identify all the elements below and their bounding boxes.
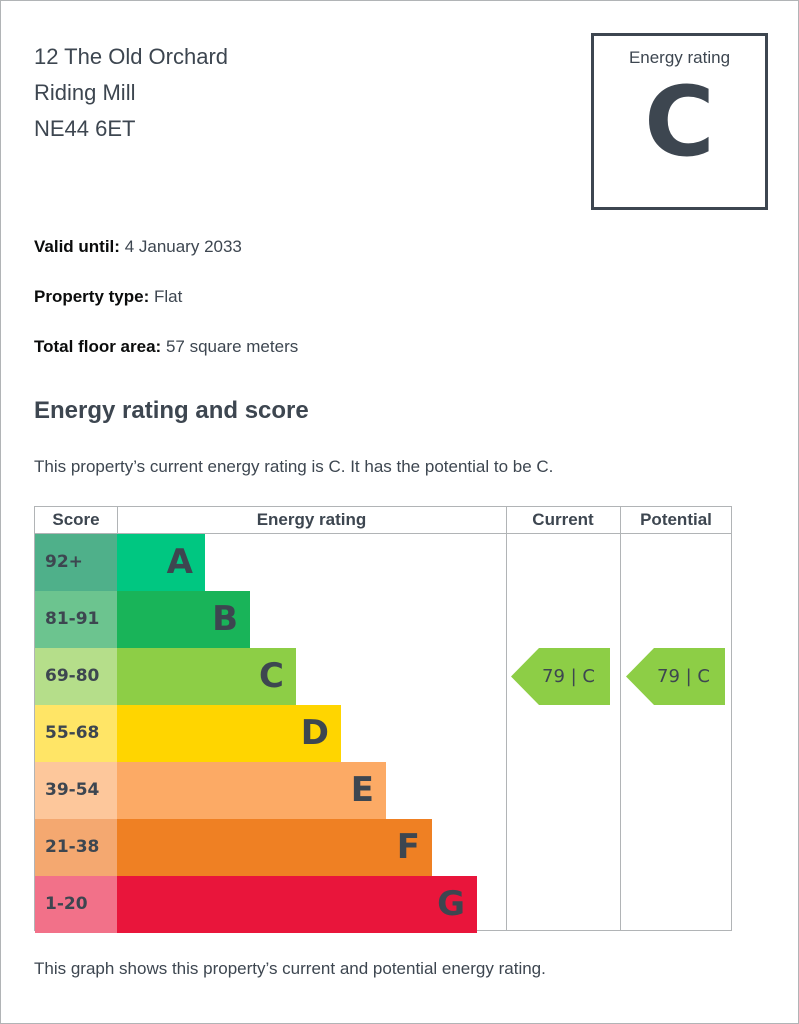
energy-rating-box: Energy rating C (591, 33, 768, 210)
header-energy-rating: Energy rating (256, 510, 367, 529)
energy-rating-letter: C (644, 66, 715, 178)
floor-area: Total floor area: 57 square meters (34, 337, 298, 357)
address-line-1: 12 The Old Orchard (34, 44, 229, 69)
potential-arrow-shape (626, 648, 725, 705)
band-score-a: 92+ (35, 534, 117, 591)
band-score-e: 39-54 (35, 762, 117, 819)
band-score-f: 21-38 (35, 819, 117, 876)
column-divider-potential (620, 507, 621, 930)
header-potential: Potential (640, 510, 712, 529)
valid-until-value: 4 January 2033 (124, 237, 242, 256)
band-bar-e: E (117, 762, 386, 819)
property-type-label: Property type: (34, 287, 150, 306)
property-address: 12 The Old Orchard Riding Mill NE44 6ET (34, 39, 228, 147)
potential-rating-arrow: 79 | C (626, 648, 725, 705)
current-rating-arrow: 79 | C (511, 648, 610, 705)
valid-until: Valid until: 4 January 2033 (34, 237, 242, 257)
band-bar-d: D (117, 705, 341, 762)
floor-area-value: 57 square meters (165, 337, 299, 356)
band-score-c: 69-80 (35, 648, 117, 705)
band-score-b: 81-91 (35, 591, 117, 648)
header-current: Current (532, 510, 594, 529)
band-bar-a: A (117, 534, 205, 591)
band-score-g: 1-20 (35, 876, 117, 933)
address-line-3: NE44 6ET (34, 116, 136, 141)
energy-rating-graph: Score Energy rating Current Potential 92… (34, 506, 732, 933)
column-divider-current (506, 507, 507, 930)
energy-rating-label: Energy rating (628, 48, 731, 67)
graph-footnote: This graph shows this property’s current… (34, 959, 546, 978)
valid-until-label: Valid until: (34, 237, 120, 256)
potential-rating-label: 79 | C (657, 666, 710, 687)
header-score: Score (52, 510, 100, 529)
band-bar-b: B (117, 591, 250, 648)
property-type: Property type: Flat (34, 287, 182, 307)
current-rating-label: 79 | C (542, 666, 595, 687)
band-bar-c: C (117, 648, 296, 705)
section-title: Energy rating and score (34, 397, 309, 424)
address-line-2: Riding Mill (34, 80, 136, 105)
floor-area-label: Total floor area: (34, 337, 162, 356)
band-bar-g: G (117, 876, 477, 933)
current-arrow-shape (511, 648, 610, 705)
property-type-value: Flat (153, 287, 183, 306)
intro-text: This property’s current energy rating is… (34, 457, 554, 476)
header-divider (35, 533, 731, 534)
band-score-d: 55-68 (35, 705, 117, 762)
band-bar-f: F (117, 819, 432, 876)
